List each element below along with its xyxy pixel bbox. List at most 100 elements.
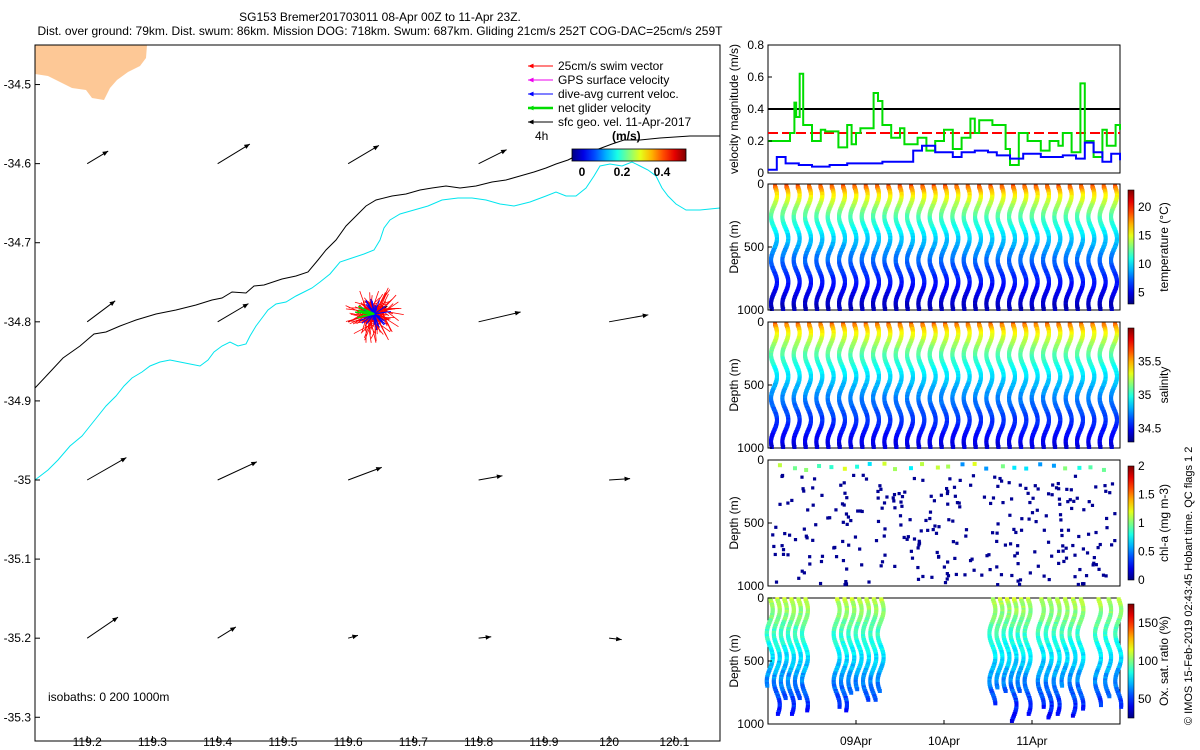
map-y-tick-label: -34.6 xyxy=(4,157,32,171)
profile-point xyxy=(1007,444,1012,449)
profile-point xyxy=(1041,444,1046,449)
legend-label-2: dive-avg current veloc. xyxy=(558,87,679,101)
swim-vector xyxy=(374,293,384,307)
profile-point xyxy=(1030,306,1035,311)
map-x-tick-label: 119.7 xyxy=(399,735,428,749)
profile-point xyxy=(928,444,933,449)
velocity-y-tick-label: 0 xyxy=(757,166,764,180)
profile-point xyxy=(928,306,933,311)
map-x-tick-label: 120 xyxy=(599,735,619,749)
legend-arrow-3 xyxy=(528,105,553,111)
map-x-tick-label: 119.8 xyxy=(464,735,493,749)
swim-vector xyxy=(377,316,395,319)
map-x-tick-label: 119.3 xyxy=(138,735,167,749)
chart-title: SG153 Bremer201703011 08-Apr 00Z to 11-A… xyxy=(239,10,521,24)
depth-axis-label: Depth (m) xyxy=(727,220,741,273)
profile-point xyxy=(1007,306,1012,311)
profile-point xyxy=(826,306,831,311)
geo-vector-arrow xyxy=(478,149,507,165)
profile-point xyxy=(1030,444,1035,449)
dac-vector xyxy=(365,300,375,315)
colorbar-tick-label: 0.4 xyxy=(654,165,671,179)
glider-track-vectors xyxy=(345,287,404,343)
geo-vector-arrow xyxy=(478,474,503,481)
geo-vector-arrow xyxy=(86,150,109,165)
velocity-y-tick-label: 0.8 xyxy=(747,38,764,52)
net-vector xyxy=(358,306,375,315)
geo-vector-arrow xyxy=(609,476,631,482)
geo-vector-arrow xyxy=(217,143,251,165)
profile-point xyxy=(1087,306,1092,311)
depth-tick-label: 500 xyxy=(744,240,764,254)
swim-vector xyxy=(375,315,387,337)
velocity-ylabel: velocity magnitude (m/s) xyxy=(727,44,741,174)
map-y-tick-label: -34.7 xyxy=(4,236,32,250)
swim-vector xyxy=(376,309,404,315)
profile-point xyxy=(939,444,944,449)
profile-point xyxy=(996,306,1001,311)
dac-vector xyxy=(373,308,378,315)
geo-vector-field xyxy=(86,143,649,642)
geo-vector-arrow xyxy=(217,303,249,323)
map-x-tick-label: 119.2 xyxy=(73,735,102,749)
dac-vector xyxy=(374,312,381,315)
profile-point xyxy=(860,306,865,311)
map-frame xyxy=(34,44,721,742)
profile-point xyxy=(815,306,820,311)
geo-vector-arrow xyxy=(86,300,116,323)
velocity-y-tick-label: 0.4 xyxy=(747,102,764,116)
profile-point xyxy=(781,306,786,311)
colorbar-tick-label: 10 xyxy=(1138,257,1152,271)
profile-point xyxy=(803,306,808,311)
dac-vector xyxy=(367,313,375,322)
colorbar-tick-label: 0.2 xyxy=(614,165,631,179)
profile-point xyxy=(883,444,888,449)
map-panel: 119.2 119.3 119.4 119.5 119.6 119.7 119.8 119.9… xyxy=(4,44,721,749)
map-x-tick-label: 119.4 xyxy=(203,735,232,749)
profile-point xyxy=(792,306,797,311)
chart-subtitle: Dist. over ground: 79km. Dist. swum: 86k… xyxy=(37,24,723,38)
map-y-tick-label: -34.8 xyxy=(4,315,32,329)
colorbar-gradient xyxy=(571,148,687,162)
geo-vector-arrow xyxy=(217,461,258,481)
profile-point xyxy=(996,444,1001,449)
profile-point xyxy=(781,444,786,449)
velocity-y-tick-label: 0.6 xyxy=(747,70,764,84)
speed-colorbar: (m/s) 0 0.2 0.4 xyxy=(571,129,687,179)
profile-point xyxy=(1053,444,1058,449)
profile-point xyxy=(917,306,922,311)
map-x-tick-label: 119.9 xyxy=(529,735,558,749)
profile-point xyxy=(973,306,978,311)
legend-label-4: sfc geo. vel. 11-Apr-2017 xyxy=(558,115,692,129)
velocity-series-line xyxy=(768,141,1121,171)
legend-arrow-2 xyxy=(528,91,553,97)
profile-point xyxy=(962,306,967,311)
profile-point xyxy=(837,306,842,311)
legend-arrow-4 xyxy=(528,119,553,125)
map-x-axis: 119.2 119.3 119.4 119.5 119.6 119.7 119.8 119.9… xyxy=(73,735,690,749)
geo-vector-arrow xyxy=(609,636,622,642)
profile-point xyxy=(883,306,888,311)
geo-vector-arrow xyxy=(478,635,492,640)
map-y-tick-label: -34.9 xyxy=(4,394,32,408)
profile-point xyxy=(1064,306,1069,311)
velocity-series-line xyxy=(768,72,1121,166)
geo-vector-arrow xyxy=(347,466,382,481)
map-y-tick-label: -35.1 xyxy=(4,552,32,566)
profile-point xyxy=(815,444,820,449)
colorbar-tick-label: 5 xyxy=(1138,286,1145,300)
profile-point xyxy=(837,444,842,449)
geo-vector-arrow xyxy=(478,310,521,323)
legend-arrow-0 xyxy=(528,63,553,69)
profile-point xyxy=(871,306,876,311)
map-y-axis: -34.5-34.6-34.7-34.8-34.9-35-35.1-35.2-3… xyxy=(4,78,40,724)
map-x-tick-label: 119.5 xyxy=(268,735,297,749)
geo-vector-arrow xyxy=(348,634,359,640)
profile-point xyxy=(894,306,899,311)
profile-point xyxy=(985,444,990,449)
profile-point xyxy=(951,306,956,311)
profile-point xyxy=(1109,306,1114,311)
profile-point xyxy=(973,444,978,449)
